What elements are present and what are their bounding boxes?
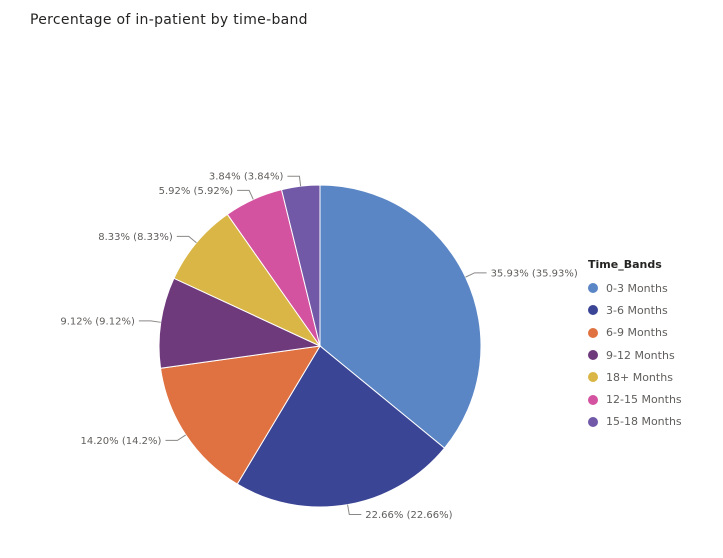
legend-item[interactable]: 3-6 Months [588,299,682,321]
leader-line [287,175,302,187]
legend-swatch [588,394,598,405]
data-label: 14.20% (14.2%) [81,436,162,447]
data-label: 35.93% (35.93%) [491,268,578,279]
data-label: 9.12% (9.12%) [60,316,135,327]
legend-label: 3-6 Months [606,303,668,317]
data-label: 8.33% (8.33%) [98,232,173,243]
legend-item[interactable]: 15-18 Months [588,411,682,433]
legend-item[interactable]: 0-3 Months [588,277,682,299]
legend-item[interactable]: 18+ Months [588,366,682,388]
legend-swatch [588,283,598,294]
legend-swatch [588,327,598,338]
leader-line [176,235,197,244]
leader-line [165,434,187,441]
pie-slice-9-12-months[interactable] [158,277,322,369]
legend-label: 15-18 Months [606,415,682,429]
pie-slice-6-9-months[interactable] [159,345,321,485]
data-label: 3.84% (3.84%) [209,172,284,183]
legend-swatch [588,350,598,361]
chart-title: Percentage of in-patient by time-band [30,12,308,28]
legend-swatch [588,416,598,427]
legend: Time_Bands 0-3 Months 3-6 Months 6-9 Month… [588,258,682,433]
legend-item[interactable]: 9-12 Months [588,344,682,366]
leader-line [347,504,362,515]
data-label: 22.66% (22.66%) [365,510,452,521]
legend-label: 9-12 Months [606,348,675,362]
legend-title: Time_Bands [588,258,662,271]
legend-item[interactable]: 12-15 Months [588,388,682,410]
pie-slice-0-3-months[interactable] [319,184,482,449]
legend-swatch [588,372,598,383]
legend-swatch [588,305,598,316]
leader-line [138,320,161,323]
legend-label: 18+ Months [606,370,673,384]
data-label: 5.92% (5.92%) [159,186,234,197]
leader-line [465,272,487,278]
leader-line [237,189,254,200]
legend-item[interactable]: 6-9 Months [588,322,682,344]
legend-label: 6-9 Months [606,326,668,340]
legend-label: 0-3 Months [606,281,668,295]
legend-label: 12-15 Months [606,393,682,407]
